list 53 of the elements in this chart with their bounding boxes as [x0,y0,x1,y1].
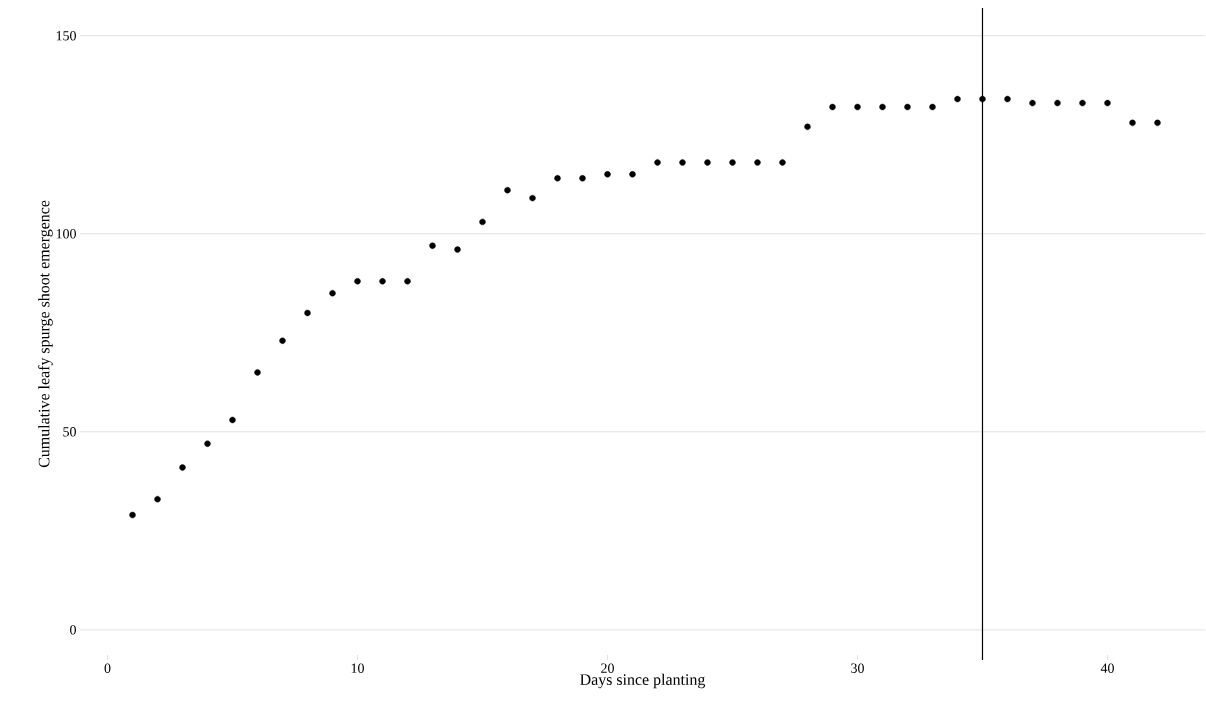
point [379,278,386,285]
x-axis-title: Days since planting [580,673,706,689]
point [1079,99,1086,107]
y-tick-label: 150 [56,31,76,41]
point [529,194,536,202]
point [1104,99,1111,107]
point [454,246,461,253]
point [1004,95,1011,103]
point [504,187,511,194]
point [629,171,636,178]
point [229,416,236,424]
point [429,242,436,249]
point [1154,119,1161,127]
point [579,175,586,182]
point [404,278,411,285]
point [1029,99,1036,107]
point [554,175,561,182]
point [679,159,686,166]
point [729,159,736,166]
x-tick-label: 20 [601,663,614,673]
x-tick-label: 30 [851,663,864,673]
y-tick-label: 50 [63,427,76,437]
x-tick-label: 10 [351,663,364,673]
point [829,103,836,111]
point [929,103,936,111]
point [754,159,761,166]
point [329,289,336,297]
point [1129,119,1136,127]
x-tick-label: 0 [104,663,111,673]
point [654,159,661,166]
y-axis-title: Cumulative leafy spurge shoot emergence [38,200,53,468]
y-tick-label: 0 [70,625,76,635]
point [304,309,311,317]
point [904,103,911,111]
point [279,337,286,344]
point [879,103,886,111]
point [604,171,611,178]
point [204,440,211,447]
x-tick-label: 40 [1100,663,1114,673]
point [804,123,811,130]
y-tick-label: 100 [56,229,76,239]
point [1054,99,1061,107]
point [779,159,786,166]
point [129,511,136,519]
point [154,495,161,503]
point [854,103,861,111]
point [179,464,186,471]
point [979,95,986,103]
point [954,95,961,103]
point [354,278,361,285]
point [254,369,261,376]
point [704,159,711,166]
point [479,218,486,226]
